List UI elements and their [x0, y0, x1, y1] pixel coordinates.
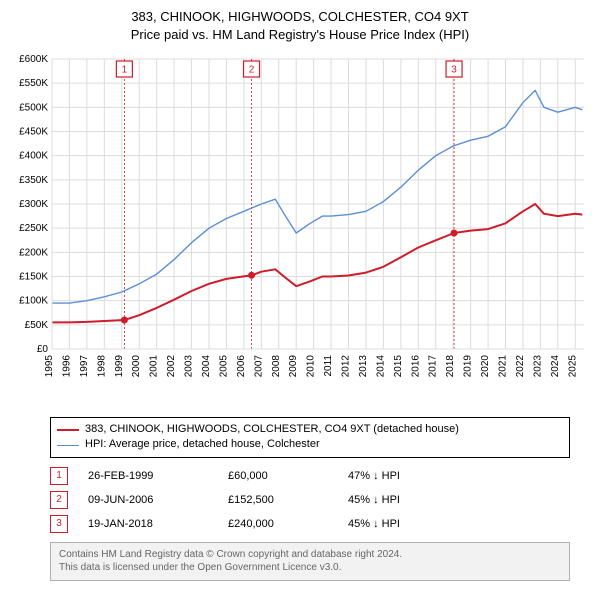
sale-marker-number: 2 [249, 65, 255, 76]
x-tick-label: 2013 [358, 355, 369, 378]
y-tick-label: £350K [19, 175, 48, 186]
sale-marker-number: 1 [122, 65, 128, 76]
chart-container: 383, CHINOOK, HIGHWOODS, COLCHESTER, CO4… [0, 0, 600, 591]
legend-label: 383, CHINOOK, HIGHWOODS, COLCHESTER, CO4… [85, 422, 459, 437]
x-tick-label: 2019 [463, 355, 474, 378]
x-tick-label: 2008 [271, 355, 282, 378]
x-tick-label: 2004 [201, 355, 212, 378]
sales-row-diff: 45% ↓ HPI [348, 494, 468, 506]
legend-row: 383, CHINOOK, HIGHWOODS, COLCHESTER, CO4… [57, 422, 563, 437]
legend-label: HPI: Average price, detached house, Colc… [85, 437, 320, 452]
y-tick-label: £100K [19, 296, 48, 307]
y-tick-label: £50K [25, 320, 49, 331]
x-tick-label: 2020 [480, 355, 491, 378]
legend: 383, CHINOOK, HIGHWOODS, COLCHESTER, CO4… [50, 417, 570, 458]
x-tick-label: 2012 [341, 355, 352, 378]
x-tick-label: 2015 [393, 355, 404, 378]
attribution-footer: Contains HM Land Registry data © Crown c… [50, 542, 570, 581]
x-tick-label: 2023 [532, 355, 543, 378]
x-tick-label: 2021 [498, 355, 509, 378]
x-tick-label: 1997 [79, 355, 90, 378]
x-tick-label: 1995 [44, 355, 55, 378]
legend-row: HPI: Average price, detached house, Colc… [57, 437, 563, 452]
x-tick-label: 2017 [428, 355, 439, 378]
x-tick-label: 1996 [61, 355, 72, 378]
footer-line1: Contains HM Land Registry data © Crown c… [59, 548, 561, 562]
y-tick-label: £400K [19, 151, 48, 162]
sale-marker-dot [248, 272, 255, 279]
y-tick-label: £150K [19, 272, 48, 283]
sales-row-price: £240,000 [228, 518, 348, 530]
y-tick-label: £550K [19, 78, 48, 89]
series-hpi [52, 90, 582, 303]
y-tick-label: £0 [37, 344, 49, 355]
chart-svg: £0 £50K £100K £150K £200K £250K £300K £350K £400… [10, 49, 590, 409]
series-price_paid [52, 204, 582, 322]
x-tick-label: 2018 [445, 355, 456, 378]
sale-marker-dot [451, 230, 458, 237]
title-block: 383, CHINOOK, HIGHWOODS, COLCHESTER, CO4… [10, 8, 590, 43]
x-tick-label: 2005 [218, 355, 229, 378]
x-tick-label: 2011 [323, 355, 334, 377]
sales-row-marker: 2 [50, 491, 68, 509]
y-tick-label: £500K [19, 102, 48, 113]
x-tick-label: 1998 [96, 355, 107, 378]
y-tick-label: £250K [19, 223, 48, 234]
x-tick-label: 2010 [306, 355, 317, 378]
sales-table: 1 26-FEB-1999£60,00047% ↓ HPI 2 09-JUN-2006… [50, 464, 570, 536]
y-tick-label: £200K [19, 247, 48, 258]
legend-swatch [57, 445, 79, 446]
x-tick-label: 2007 [253, 355, 264, 378]
x-tick-label: 2000 [131, 355, 142, 378]
title-subtitle: Price paid vs. HM Land Registry's House … [10, 26, 590, 44]
x-tick-label: 2025 [567, 355, 578, 378]
sales-row-date: 19-JAN-2018 [88, 518, 228, 530]
x-tick-label: 1999 [114, 355, 125, 378]
y-tick-label: £300K [19, 199, 48, 210]
x-tick-label: 2003 [184, 355, 195, 378]
sales-row-diff: 45% ↓ HPI [348, 518, 468, 530]
sales-row: 2 09-JUN-2006£152,50045% ↓ HPI [50, 488, 570, 512]
x-tick-label: 2014 [375, 355, 386, 378]
y-tick-label: £600K [19, 54, 48, 65]
footer-line2: This data is licensed under the Open Gov… [59, 561, 561, 575]
x-tick-label: 2016 [410, 355, 421, 378]
sales-row-price: £60,000 [228, 470, 348, 482]
sales-row-marker: 3 [50, 515, 68, 533]
x-tick-label: 2002 [166, 355, 177, 378]
x-tick-label: 2024 [550, 355, 561, 378]
legend-swatch [57, 429, 79, 431]
title-address: 383, CHINOOK, HIGHWOODS, COLCHESTER, CO4… [10, 8, 590, 26]
sales-row-price: £152,500 [228, 494, 348, 506]
sale-marker-number: 3 [451, 65, 457, 76]
sales-row: 3 19-JAN-2018£240,00045% ↓ HPI [50, 512, 570, 536]
sales-row-date: 09-JUN-2006 [88, 494, 228, 506]
x-tick-label: 2022 [515, 355, 526, 378]
sales-row-diff: 47% ↓ HPI [348, 470, 468, 482]
x-tick-label: 2001 [149, 355, 160, 378]
sales-row: 1 26-FEB-1999£60,00047% ↓ HPI [50, 464, 570, 488]
chart: £0 £50K £100K £150K £200K £250K £300K £350K £400… [10, 49, 590, 409]
sales-row-date: 26-FEB-1999 [88, 470, 228, 482]
sale-marker-dot [121, 317, 128, 324]
sales-row-marker: 1 [50, 467, 68, 485]
x-tick-label: 2009 [288, 355, 299, 378]
y-tick-label: £450K [19, 127, 48, 138]
x-tick-label: 2006 [236, 355, 247, 378]
